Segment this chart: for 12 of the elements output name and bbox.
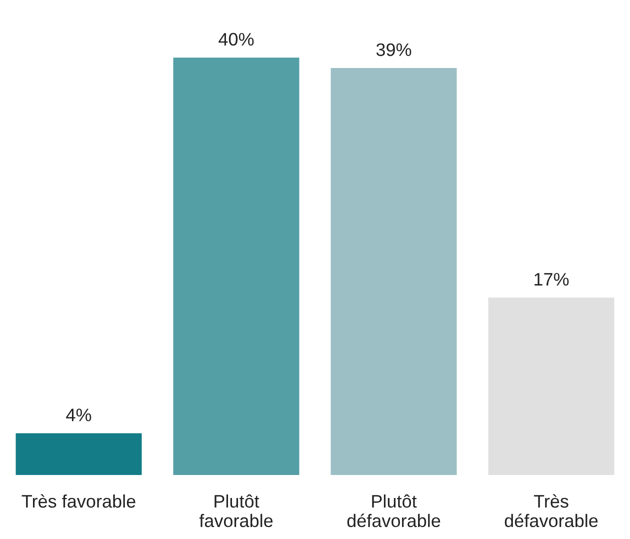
bar — [488, 298, 614, 475]
data-label: 4% — [66, 408, 92, 422]
x-tick-label: Plutôt favorable — [199, 494, 273, 528]
bar — [173, 58, 300, 475]
x-tick-label: Très défavorable — [504, 494, 598, 528]
x-tick-label: Plutôt défavorable — [347, 494, 440, 528]
data-label: 17% — [534, 272, 569, 286]
x-tick-label: Très favorable — [22, 494, 136, 508]
bar — [330, 68, 457, 475]
bar — [16, 433, 142, 475]
data-label: 39% — [376, 43, 412, 56]
data-label: 40% — [218, 32, 254, 46]
